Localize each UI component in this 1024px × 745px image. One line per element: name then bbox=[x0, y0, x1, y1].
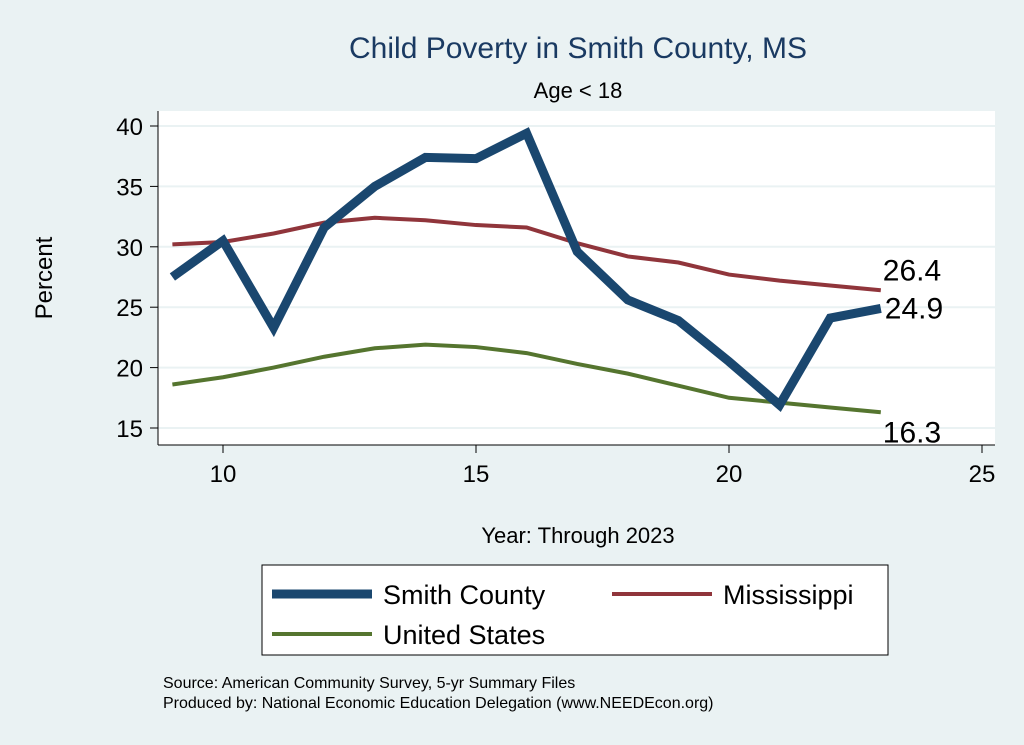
y-tick-label: 40 bbox=[116, 114, 143, 141]
chart-title: Child Poverty in Smith County, MS bbox=[349, 32, 807, 65]
y-tick-label: 30 bbox=[116, 235, 143, 262]
x-tick-label: 10 bbox=[210, 461, 237, 488]
plot-area bbox=[158, 111, 995, 445]
x-tick-label: 20 bbox=[716, 461, 743, 488]
producer-note: Produced by: National Economic Education… bbox=[163, 695, 714, 712]
legend-label: Smith County bbox=[383, 580, 546, 610]
end-value-label: 26.4 bbox=[883, 254, 941, 287]
y-tick-label: 20 bbox=[116, 356, 143, 383]
x-tick-label: 25 bbox=[969, 461, 996, 488]
y-tick-label: 35 bbox=[116, 174, 143, 201]
chart-subtitle: Age < 18 bbox=[534, 78, 623, 103]
y-tick-label: 25 bbox=[116, 295, 143, 322]
y-tick-label: 15 bbox=[116, 416, 143, 443]
source-note: Source: American Community Survey, 5-yr … bbox=[163, 675, 575, 692]
y-axis-label: Percent bbox=[31, 236, 58, 319]
end-value-label: 16.3 bbox=[883, 416, 941, 449]
legend-label: Mississippi bbox=[723, 580, 854, 610]
legend-box bbox=[261, 564, 889, 656]
end-value-label: 24.9 bbox=[885, 292, 943, 325]
legend-label: United States bbox=[383, 620, 545, 650]
x-axis-label: Year: Through 2023 bbox=[481, 523, 674, 548]
x-tick-label: 15 bbox=[463, 461, 490, 488]
